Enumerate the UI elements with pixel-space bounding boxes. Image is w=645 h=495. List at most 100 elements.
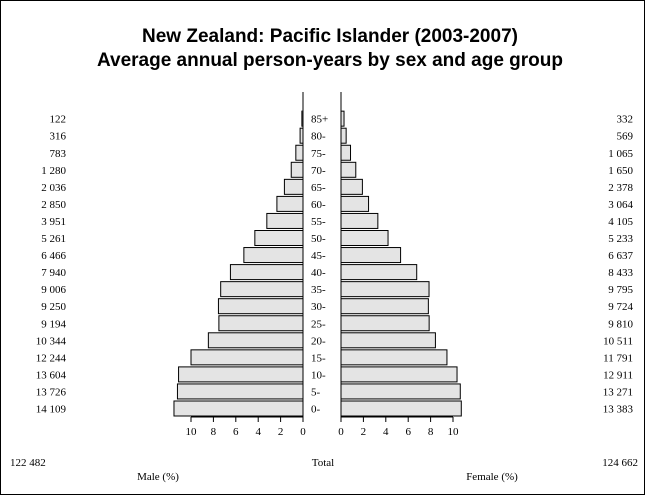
male-bar-40 (229, 264, 304, 281)
male-count: 2 036 (41, 182, 66, 194)
age-label: 50- (311, 233, 326, 245)
male-count: 5 261 (41, 233, 66, 245)
age-label: 75- (311, 148, 326, 160)
male-x-tick-label: 8 (211, 426, 217, 438)
female-x-tick-label: 2 (361, 426, 367, 438)
male-count: 13 726 (36, 386, 67, 398)
male-bar-75 (295, 144, 304, 161)
male-bar-5 (176, 383, 304, 400)
male-count: 12 244 (36, 352, 67, 364)
male-bar-15 (190, 349, 304, 366)
female-bar-55 (340, 212, 379, 229)
female-count: 3 064 (608, 199, 633, 211)
female-x-tick-label: 0 (338, 426, 344, 438)
male-x-tick-label: 2 (278, 426, 284, 438)
male-bar-50 (254, 230, 304, 246)
male-count: 13 604 (36, 369, 67, 381)
female-bar-30 (340, 298, 429, 315)
male-count: 1 280 (41, 165, 66, 177)
male-bar-65 (283, 178, 304, 195)
male-bar-70 (290, 161, 304, 178)
female-total: 124 662 (602, 457, 638, 469)
male-count: 9 006 (41, 284, 66, 296)
male-count: 9 194 (41, 318, 66, 330)
female-bar-40 (340, 264, 418, 281)
female-count: 4 105 (608, 216, 633, 228)
female-bar-70 (340, 161, 357, 178)
male-count: 316 (50, 131, 67, 143)
age-label: 5- (311, 386, 321, 398)
female-count: 12 911 (603, 369, 633, 381)
male-bar-0 (173, 400, 304, 417)
chart-title: New Zealand: Pacific Islander (2003-2007… (142, 26, 518, 47)
female-bar-50 (340, 230, 389, 246)
female-axis-label: Female (%) (466, 471, 518, 483)
female-count: 8 433 (608, 267, 633, 279)
female-bar-80 (340, 127, 347, 144)
female-bar-20 (340, 332, 436, 349)
female-bar-75 (340, 144, 352, 161)
x-axes: 10 8 6 4 2 0 0 2 4 6 8 10 (186, 92, 459, 438)
male-count: 14 109 (36, 404, 67, 416)
female-bar-15 (340, 349, 448, 366)
age-label: 30- (311, 301, 326, 313)
age-label: 10- (311, 369, 326, 381)
male-bar-45 (243, 247, 304, 264)
age-label: 40- (311, 267, 326, 279)
male-x-tick-label: 6 (233, 426, 239, 438)
male-count: 783 (50, 148, 67, 160)
age-label: 25- (311, 318, 326, 330)
age-label: 55- (311, 216, 326, 228)
female-bar-5 (340, 383, 461, 400)
male-bar-55 (266, 212, 304, 229)
female-count: 1 650 (608, 165, 633, 177)
age-group-labels: 0- 5- 10- 15- 20- 25- 30- 35- 40- 45- 50- 55- 60- 65-… (311, 114, 328, 416)
male-count: 6 466 (41, 250, 66, 262)
female-count: 569 (617, 131, 634, 143)
female-count: 9 724 (608, 301, 633, 313)
age-label: 65- (311, 182, 326, 194)
age-label: 45- (311, 250, 326, 262)
total-label: Total (312, 457, 334, 469)
male-count: 2 850 (41, 199, 66, 211)
age-label: 60- (311, 199, 326, 211)
female-count: 332 (617, 114, 634, 126)
age-label: 0- (311, 404, 321, 416)
male-bar-30 (217, 298, 304, 315)
female-count: 2 378 (608, 182, 633, 194)
age-label: 15- (311, 352, 326, 364)
female-count: 10 511 (603, 335, 633, 347)
male-bar-25 (218, 315, 304, 332)
male-total: 122 482 (10, 457, 46, 469)
female-bar-0 (340, 400, 462, 417)
male-count: 7 940 (41, 267, 66, 279)
female-count: 9 810 (608, 318, 633, 330)
male-count: 122 (50, 114, 67, 126)
female-bar-25 (340, 315, 430, 332)
female-bar-60 (340, 195, 370, 212)
age-label: 35- (311, 284, 326, 296)
age-label: 20- (311, 335, 326, 347)
male-x-tick-label: 0 (300, 426, 306, 438)
female-bar-35 (340, 281, 430, 298)
female-count: 1 065 (608, 148, 633, 160)
male-axis-label: Male (%) (137, 471, 179, 483)
female-x-tick-label: 4 (383, 426, 389, 438)
male-x-tick-label: 4 (255, 426, 261, 438)
female-count: 9 795 (608, 284, 633, 296)
female-bars (340, 110, 462, 417)
female-bar-45 (340, 247, 402, 264)
male-bar-20 (207, 332, 304, 349)
female-x-tick-label: 6 (405, 426, 411, 438)
male-bar-35 (220, 281, 304, 298)
male-bars (173, 110, 304, 417)
age-label: 80- (311, 131, 326, 143)
female-count: 11 791 (603, 352, 633, 364)
male-bar-10 (178, 366, 304, 383)
female-count: 13 271 (603, 386, 633, 398)
chart-subtitle: Average annual person-years by sex and a… (97, 50, 563, 71)
female-x-tick-label: 8 (428, 426, 434, 438)
male-count: 10 344 (36, 335, 67, 347)
